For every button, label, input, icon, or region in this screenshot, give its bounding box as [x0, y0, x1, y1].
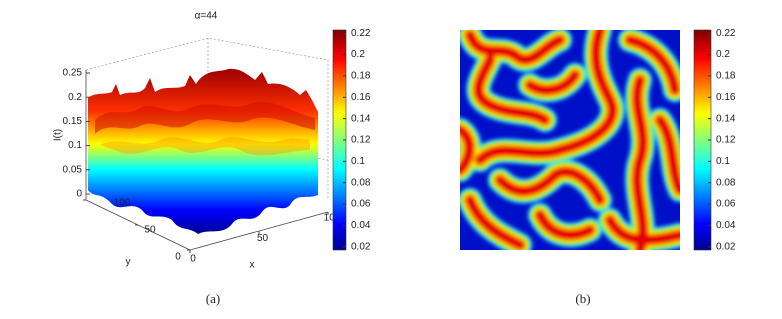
colorbar-tick-label: 0.08	[716, 177, 736, 188]
caption: (a)	[206, 291, 220, 306]
colorbar-tick-label: 0.18	[351, 71, 371, 82]
pattern	[460, 30, 680, 250]
colorbar-tick-label: 0.22	[351, 28, 371, 39]
y-tick-label: 50	[144, 225, 156, 236]
colorbar-tick-label: 0.06	[351, 199, 371, 210]
z-axis-label: I(t)	[53, 129, 64, 141]
colorbar-tick-label: 0.2	[716, 49, 730, 60]
y-axis-label: y	[126, 257, 131, 268]
colorbar-tick-label: 0.04	[716, 220, 736, 231]
caption: (b)	[575, 291, 590, 306]
colorbar-tick-label: 0.16	[351, 92, 371, 103]
colorbar-tick-label: 0.14	[351, 113, 371, 124]
z-tick-label: 0	[76, 189, 82, 200]
colorbar-tick-label: 0.1	[716, 156, 730, 167]
colorbar-tick-label: 0.12	[351, 135, 371, 146]
z-tick-label: 0.25	[63, 68, 83, 79]
colorbar-tick-label: 0.08	[351, 177, 371, 188]
colorbar-tick-label: 0.04	[351, 220, 371, 231]
z-tick-label: 0.2	[68, 92, 82, 103]
surface	[88, 68, 318, 234]
colorbar-tick-label: 0.22	[716, 28, 736, 39]
colorbar-tick-label: 0.2	[351, 49, 365, 60]
plot-title: α=44	[195, 11, 218, 22]
x-axis-label: x	[250, 260, 255, 271]
z-tick-label: 0.15	[63, 116, 83, 127]
x-tick-label: 50	[257, 233, 269, 244]
y-tick-label: 100	[114, 198, 131, 209]
z-tick-label: 0.1	[68, 140, 82, 151]
z-tick-label: 0.05	[63, 164, 83, 175]
x-tick-label: 100	[324, 213, 341, 224]
colorbar-tick-label: 0.02	[716, 241, 736, 252]
colorbar-tick-label: 0.02	[351, 241, 371, 252]
y-tick-label: 0	[175, 252, 181, 263]
colorbar-tick-label: 0.16	[716, 92, 736, 103]
colorbar-tick-label: 0.18	[716, 71, 736, 82]
colorbar-tick-label: 0.06	[716, 199, 736, 210]
colorbar-tick-label: 0.1	[351, 156, 365, 167]
colorbar-tick-label: 0.14	[716, 113, 736, 124]
colorbar-tick-label: 0.12	[716, 135, 736, 146]
x-tick-label: 0	[190, 254, 196, 265]
